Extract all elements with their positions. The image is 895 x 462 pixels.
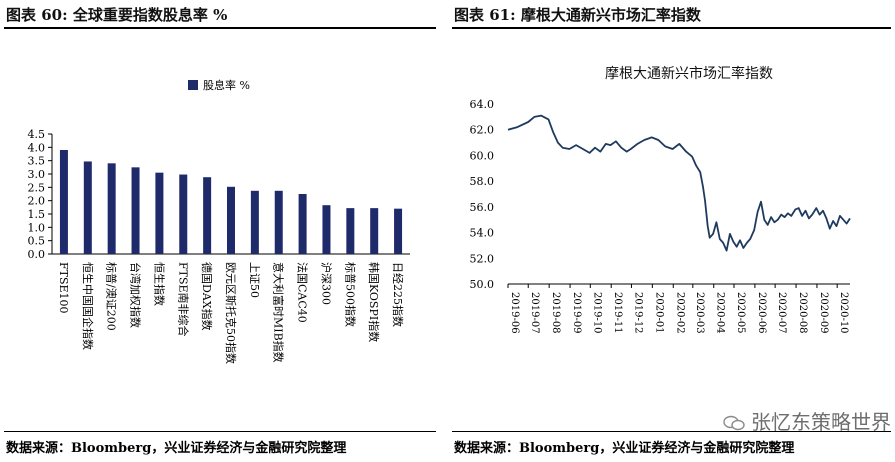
x-tick-label: 2019-11 bbox=[612, 292, 623, 334]
em-currency-index-line-chart: 摩根大通新兴市场汇率指数 50.0 52.0 54.0 56.0 58.0 60.0 62.0… bbox=[470, 65, 851, 334]
bar bbox=[370, 208, 379, 254]
dividend-yield-bar-chart: 股息率 % 0.00.51.01.52.02.53.03.54.04.5 FTSE1… bbox=[28, 78, 410, 364]
x-category-label: 韩国KOSPI指数 bbox=[367, 262, 381, 342]
x-category-label: 意大利富时MIB指数 bbox=[272, 262, 286, 363]
bar bbox=[203, 177, 212, 254]
y-tick-label: 62.0 bbox=[470, 124, 495, 137]
x-tick-label: 2019-06 bbox=[509, 292, 520, 334]
y-tick-label: 0.5 bbox=[28, 235, 46, 248]
y-tick-label: 3.5 bbox=[28, 155, 46, 168]
bar bbox=[131, 167, 140, 254]
bar bbox=[155, 172, 164, 254]
x-category-label: 法国CAC40 bbox=[296, 262, 310, 323]
x-tick-label: 2020-10 bbox=[838, 292, 849, 334]
x-tick-label: 2020-02 bbox=[674, 292, 685, 334]
x-category-label: 标普500指数 bbox=[343, 262, 357, 327]
left-figure-panel: 图表 60: 全球重要指数股息率 % 股息率 % 0.0 0.5 1.0 1.5 2.0 2… bbox=[0, 0, 440, 462]
x-tick-label: 2020-01 bbox=[653, 292, 664, 334]
x-tick-label: 2019-10 bbox=[591, 292, 602, 334]
bar bbox=[250, 190, 259, 254]
x-tick-label: 2020-04 bbox=[715, 292, 726, 334]
right-figure-title: 图表 61: 摩根大通新兴市场汇率指数 bbox=[454, 6, 701, 24]
bar bbox=[227, 186, 235, 254]
x-category-label: 恒生指数 bbox=[152, 262, 166, 306]
x-category-label: 沪深300 bbox=[319, 262, 333, 305]
x-category-label: 标普/澳证200 bbox=[105, 262, 119, 331]
y-tick-label: 3.0 bbox=[28, 168, 46, 181]
x-category-label: FTSE100 bbox=[57, 262, 70, 314]
left-source-rule bbox=[4, 431, 436, 432]
left-source-note: 数据来源：Bloomberg，兴业证券经济与金融研究院整理 bbox=[6, 441, 347, 456]
y-tick-label: 56.0 bbox=[470, 201, 495, 214]
left-figure-title: 图表 60: 全球重要指数股息率 % bbox=[6, 6, 228, 24]
x-category-label: 欧元区斯托克50指数 bbox=[224, 262, 238, 364]
right-source-rule bbox=[452, 431, 891, 432]
y-tick-label: 4.5 bbox=[28, 128, 46, 141]
y-tick-label: 64.0 bbox=[470, 98, 495, 111]
left-title-rule bbox=[4, 27, 436, 29]
x-tick-label: 2020-08 bbox=[797, 292, 808, 334]
y-tick-label: 1.0 bbox=[28, 221, 46, 234]
y-tick-label: 2.5 bbox=[28, 181, 46, 194]
y-tick-label: 50.0 bbox=[470, 278, 495, 291]
y-tick-label: 60.0 bbox=[470, 149, 495, 162]
x-tick-label: 2020-06 bbox=[756, 292, 767, 334]
x-tick-label: 2020-05 bbox=[735, 292, 746, 334]
series-line bbox=[507, 114, 851, 252]
x-tick-label: 2020-09 bbox=[818, 292, 829, 334]
x-tick-label: 2019-08 bbox=[550, 292, 561, 334]
x-category-label: 恒生中国国企指数 bbox=[81, 262, 95, 350]
bar bbox=[346, 208, 355, 254]
x-category-label: 德国DAX指数 bbox=[200, 262, 214, 331]
x-tick-label: 2020-07 bbox=[776, 292, 787, 334]
bar bbox=[322, 205, 331, 254]
x-category-label: FTSE南非综合 bbox=[176, 262, 190, 337]
x-tick-label: 2019-12 bbox=[632, 292, 643, 334]
line-chart-title: 摩根大通新兴市场汇率指数 bbox=[605, 65, 773, 82]
y-tick-label: 1.5 bbox=[28, 208, 46, 221]
y-tick-label: 4.0 bbox=[28, 141, 46, 154]
right-source-note: 数据来源：Bloomberg，兴业证券经济与金融研究院整理 bbox=[454, 441, 795, 456]
legend-swatch bbox=[188, 80, 198, 90]
bar bbox=[59, 150, 68, 254]
x-category-label: 台湾加权指数 bbox=[129, 262, 143, 328]
watermark-text: 张忆东策略世界 bbox=[751, 410, 891, 434]
y-tick-label: 54.0 bbox=[470, 227, 495, 240]
y-tick-label: 52.0 bbox=[470, 252, 495, 265]
wechat-watermark: 张忆东策略世界 bbox=[723, 406, 891, 435]
x-category-label: 上证50 bbox=[248, 262, 261, 298]
x-tick-label: 2019-09 bbox=[571, 292, 582, 334]
right-figure-panel: 图表 61: 摩根大通新兴市场汇率指数 摩根大通新兴市场汇率指数 50.0 52.0… bbox=[448, 0, 895, 462]
bar bbox=[179, 174, 188, 254]
x-category-label: 日经225指数 bbox=[391, 262, 405, 327]
bar bbox=[298, 194, 307, 254]
legend-label: 股息率 % bbox=[203, 78, 250, 92]
x-tick-label: 2020-03 bbox=[694, 292, 705, 334]
bar bbox=[107, 163, 116, 254]
x-tick-label: 2019-07 bbox=[529, 292, 540, 334]
y-tick-label: 58.0 bbox=[470, 175, 495, 188]
legend: 股息率 % bbox=[188, 78, 250, 92]
bar bbox=[83, 161, 92, 254]
bar bbox=[394, 208, 403, 254]
wechat-icon bbox=[723, 415, 745, 431]
y-tick-label: 2.0 bbox=[28, 195, 46, 208]
y-tick-label: 0.0 bbox=[28, 248, 46, 261]
bar bbox=[274, 190, 283, 254]
right-title-rule bbox=[452, 27, 891, 29]
